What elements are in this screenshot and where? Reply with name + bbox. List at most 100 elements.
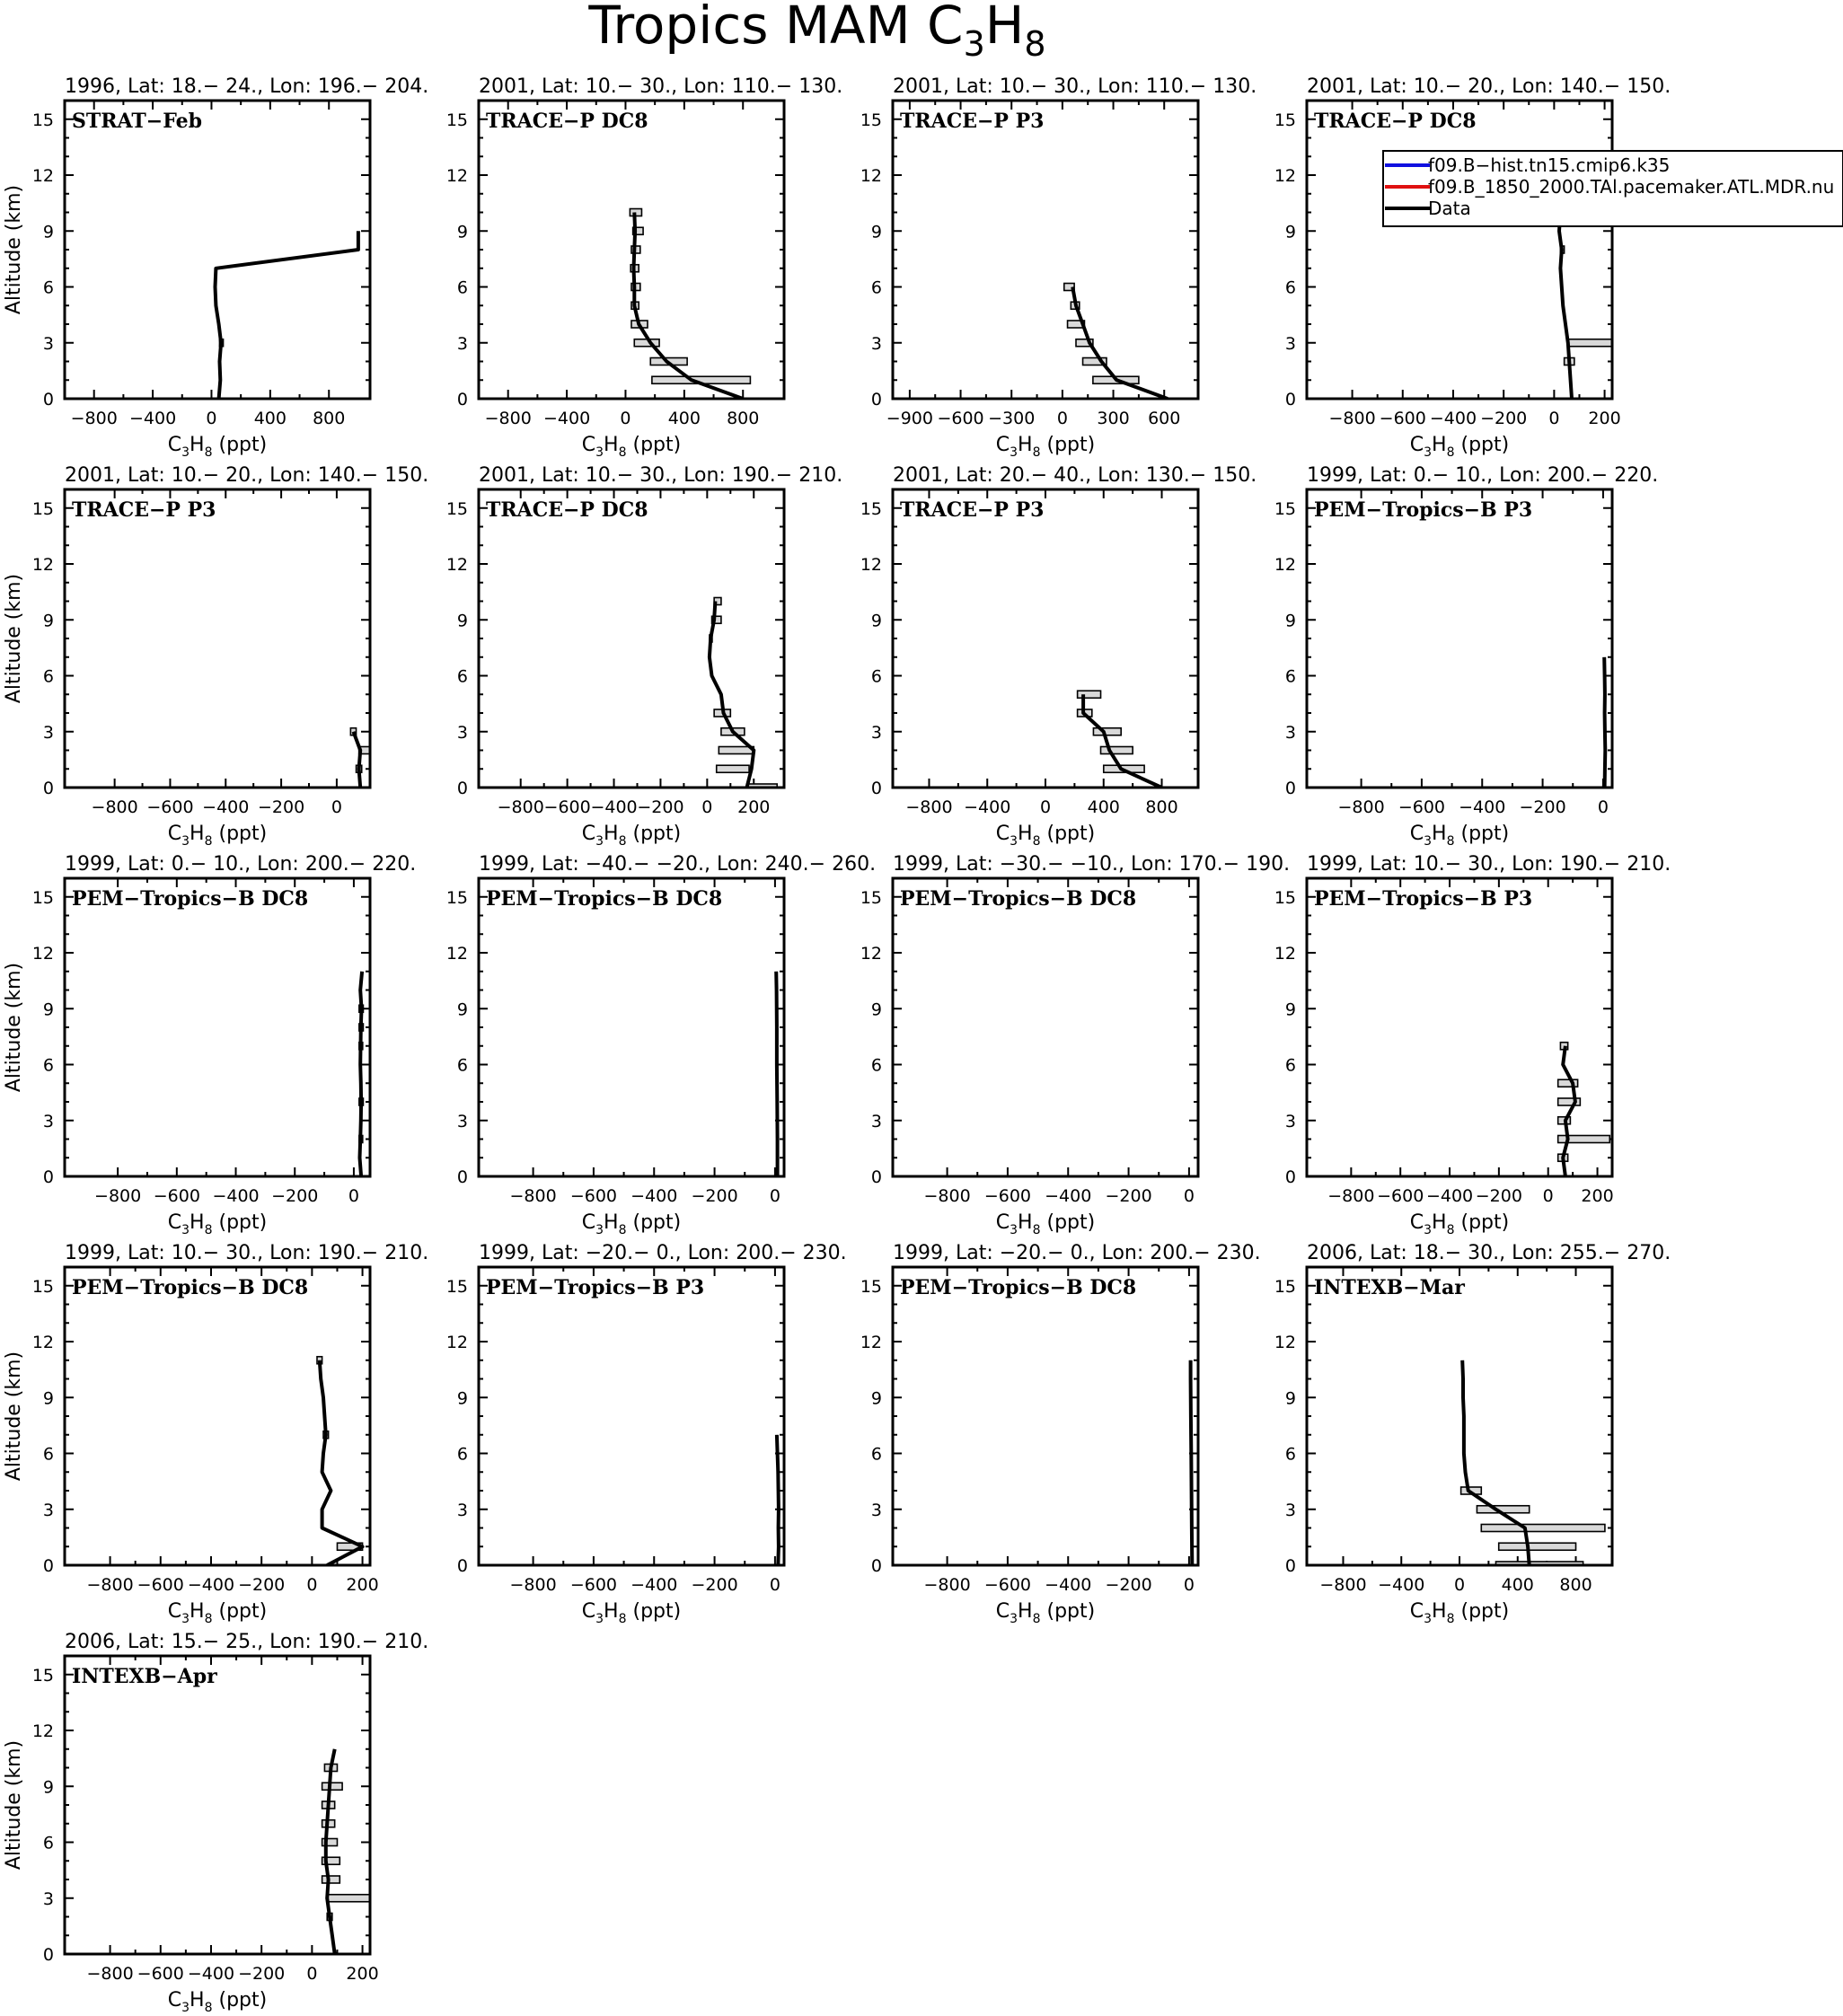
y-tick-label: 3 bbox=[43, 1501, 54, 1520]
x-tick-label: 400 bbox=[668, 409, 701, 428]
data-profile-line bbox=[351, 731, 363, 788]
y-tick-label: 15 bbox=[860, 499, 882, 519]
profile-panel: 1999, Lat: −30.− −10., Lon: 170.− 190. −8… bbox=[860, 853, 1290, 1237]
panel-subtitle: 2001, Lat: 10.− 30., Lon: 110.− 130. bbox=[479, 75, 842, 98]
legend-entry-label: f09.B_1850_2000.TAl.pacemaker.ATL.MDR.nu bbox=[1428, 176, 1834, 198]
y-tick-label: 0 bbox=[457, 1556, 468, 1576]
y-tick-label: 3 bbox=[1285, 1501, 1296, 1520]
y-tick-label: 12 bbox=[1274, 166, 1296, 186]
error-bar bbox=[710, 615, 722, 625]
error-bar bbox=[745, 783, 779, 788]
panel-frame bbox=[63, 876, 372, 1178]
y-tick-label: 12 bbox=[1274, 944, 1296, 964]
data-profile-line bbox=[707, 601, 756, 788]
data-profile-line bbox=[631, 212, 744, 399]
y-tick-label: 9 bbox=[457, 1388, 468, 1408]
x-tick-label: −200 bbox=[691, 1186, 737, 1206]
x-tick-label: −800 bbox=[1327, 1186, 1374, 1206]
panel-grid: 1996, Lat: 18.− 24., Lon: 196.− 204. −800… bbox=[3, 75, 1671, 2015]
x-tick-label: −800 bbox=[924, 1186, 971, 1206]
panel-subtitle: 2001, Lat: 10.− 20., Lon: 140.− 150. bbox=[65, 464, 428, 487]
y-tick-label: 3 bbox=[871, 1501, 882, 1520]
x-tick-label: 400 bbox=[1088, 797, 1120, 817]
x-tick-label: −600 bbox=[570, 1186, 617, 1206]
y-tick-label: 15 bbox=[446, 499, 468, 519]
x-tick-label: −600 bbox=[984, 1186, 1031, 1206]
y-tick-label: 12 bbox=[860, 944, 882, 964]
x-tick-label: −800 bbox=[510, 1186, 557, 1206]
x-axis-label: C3H8 (ppt) bbox=[996, 434, 1095, 460]
panel-frame bbox=[1305, 488, 1614, 789]
x-tick-label: −600 bbox=[1377, 1186, 1424, 1206]
x-tick-label: −400 bbox=[630, 1186, 677, 1206]
panel-frame bbox=[891, 99, 1200, 401]
x-tick-label: 0 bbox=[348, 1186, 359, 1206]
x-tick-label: 0 bbox=[306, 1964, 317, 1984]
campaign-label: PEM−Tropics−B DC8 bbox=[486, 887, 722, 911]
panel-subtitle: 1999, Lat: −30.− −10., Lon: 170.− 190. bbox=[893, 853, 1290, 876]
x-axis-label: C3H8 (ppt) bbox=[996, 1211, 1095, 1237]
data-profile-line bbox=[357, 971, 365, 1176]
y-tick-label: 9 bbox=[1285, 611, 1296, 630]
error-bar bbox=[1099, 745, 1133, 755]
error-bar bbox=[321, 1782, 343, 1792]
x-tick-label: 0 bbox=[1548, 409, 1559, 428]
x-tick-label: 800 bbox=[313, 409, 345, 428]
x-tick-label: −400 bbox=[202, 797, 249, 817]
x-tick-label: −600 bbox=[570, 1575, 617, 1595]
y-tick-label: 15 bbox=[32, 1666, 54, 1686]
x-tick-label: −200 bbox=[1480, 409, 1527, 428]
error-bar bbox=[1480, 1523, 1606, 1533]
y-tick-label: 0 bbox=[871, 779, 882, 798]
x-tick-label: −400 bbox=[1430, 409, 1477, 428]
y-tick-label: 3 bbox=[43, 1889, 54, 1909]
data-profile-line bbox=[1081, 694, 1163, 788]
legend-entry-label: f09.B−hist.tn15.cmip6.k35 bbox=[1428, 154, 1670, 176]
x-tick-label: 0 bbox=[1040, 797, 1051, 817]
y-tick-label: 12 bbox=[1274, 1333, 1296, 1352]
error-bar bbox=[1081, 357, 1107, 366]
x-axis-label: C3H8 (ppt) bbox=[1410, 1600, 1509, 1626]
error-bar bbox=[1556, 1134, 1611, 1144]
profile-panel: 1999, Lat: −20.− 0., Lon: 200.− 230. −800… bbox=[860, 1242, 1261, 1626]
x-axis-label: C3H8 (ppt) bbox=[1410, 823, 1509, 849]
y-tick-label: 0 bbox=[457, 390, 468, 409]
y-tick-label: 15 bbox=[1274, 499, 1296, 519]
error-bar bbox=[1476, 1504, 1530, 1514]
y-tick-label: 15 bbox=[860, 1277, 882, 1297]
profile-panel: 2001, Lat: 20.− 40., Lon: 130.− 150. −800… bbox=[860, 464, 1257, 849]
panel-frame bbox=[63, 1265, 372, 1567]
x-tick-label: −400 bbox=[1459, 797, 1505, 817]
data-profile-line bbox=[1460, 1360, 1531, 1565]
x-tick-label: −400 bbox=[590, 797, 637, 817]
data-profile-line bbox=[213, 231, 360, 399]
x-tick-label: −800 bbox=[92, 797, 138, 817]
x-tick-label: 800 bbox=[727, 409, 759, 428]
legend: f09.B−hist.tn15.cmip6.k35f09.B_1850_2000… bbox=[1382, 150, 1843, 227]
panel-frame bbox=[891, 1265, 1200, 1567]
x-tick-label: −200 bbox=[238, 1575, 285, 1595]
x-axis-label: C3H8 (ppt) bbox=[1410, 434, 1509, 460]
y-tick-label: 9 bbox=[43, 999, 54, 1019]
x-tick-label: −800 bbox=[71, 409, 118, 428]
y-tick-label: 12 bbox=[860, 1333, 882, 1352]
x-tick-label: 0 bbox=[331, 797, 342, 817]
y-tick-label: 12 bbox=[446, 555, 468, 575]
x-tick-label: −200 bbox=[1105, 1186, 1151, 1206]
data-profile-line bbox=[1602, 656, 1608, 788]
x-tick-label: −800 bbox=[498, 797, 544, 817]
panel-frame bbox=[1305, 876, 1614, 1178]
y-tick-label: 9 bbox=[43, 1777, 54, 1797]
x-tick-label: −300 bbox=[988, 409, 1035, 428]
y-tick-label: 0 bbox=[43, 1556, 54, 1576]
data-profile-line bbox=[1561, 1045, 1577, 1176]
profile-panel: 2001, Lat: 10.− 30., Lon: 190.− 210. −800… bbox=[446, 464, 842, 849]
x-tick-label: −400 bbox=[630, 1575, 677, 1595]
error-bar bbox=[1556, 1078, 1579, 1088]
y-tick-label: 3 bbox=[43, 1112, 54, 1131]
x-tick-label: −800 bbox=[1319, 1575, 1366, 1595]
panel-subtitle: 2006, Lat: 18.− 30., Lon: 255.− 270. bbox=[1307, 1242, 1671, 1264]
y-tick-label: 15 bbox=[446, 1277, 468, 1297]
panel-subtitle: 1999, Lat: −40.− −20., Lon: 240.− 260. bbox=[479, 853, 876, 876]
